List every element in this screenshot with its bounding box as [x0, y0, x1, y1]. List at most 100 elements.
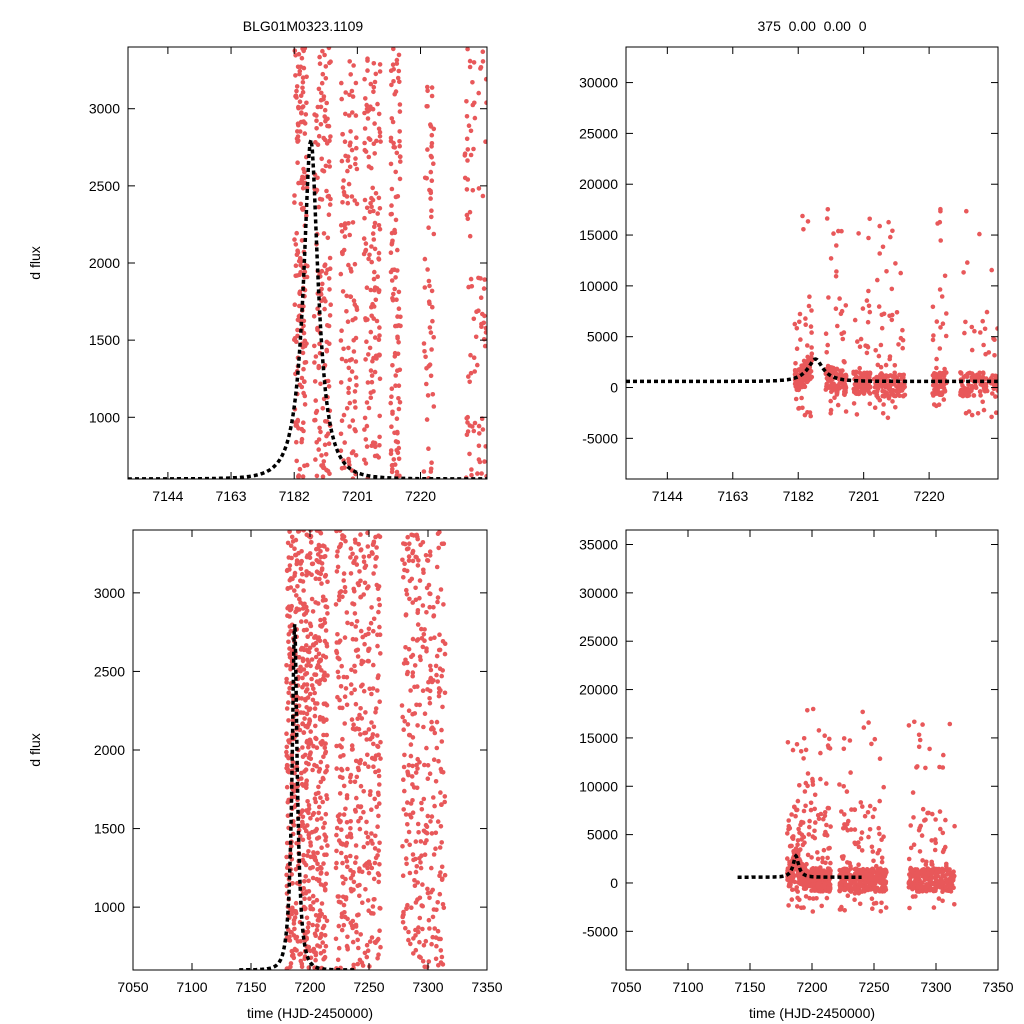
data-point — [301, 627, 307, 633]
data-point — [877, 831, 882, 837]
data-point — [422, 638, 427, 643]
data-point — [364, 444, 370, 449]
data-point — [304, 554, 310, 560]
data-point — [371, 616, 377, 622]
data-point — [284, 679, 289, 685]
data-point — [303, 112, 309, 117]
data-point — [351, 722, 356, 727]
data-point — [346, 456, 351, 462]
data-point — [326, 441, 332, 447]
data-point — [465, 429, 471, 434]
data-point — [428, 636, 434, 641]
data-point — [819, 903, 824, 909]
data-point — [881, 834, 886, 839]
model-curve — [128, 139, 487, 479]
data-point — [982, 387, 987, 393]
data-point — [378, 756, 383, 761]
data-point — [433, 830, 439, 836]
data-point — [929, 867, 935, 872]
data-point — [338, 448, 344, 454]
data-point — [316, 133, 322, 139]
data-point — [803, 780, 809, 786]
data-point — [299, 55, 305, 61]
data-point — [312, 706, 318, 711]
data-point — [301, 588, 306, 593]
data-point — [369, 755, 375, 761]
data-point — [295, 417, 301, 423]
data-point — [348, 772, 354, 778]
data-point — [434, 745, 440, 751]
data-point — [304, 185, 310, 190]
data-point — [302, 716, 307, 721]
data-point — [338, 338, 344, 343]
data-point — [373, 753, 379, 758]
data-point — [340, 894, 346, 900]
data-point — [971, 393, 976, 398]
data-point — [319, 866, 324, 871]
data-point — [315, 923, 320, 929]
data-point — [894, 310, 900, 315]
data-point — [321, 776, 326, 782]
data-point — [391, 47, 396, 52]
data-points — [785, 706, 957, 914]
data-point — [394, 416, 400, 422]
data-point — [315, 861, 320, 867]
data-point — [802, 886, 808, 891]
data-point — [897, 372, 902, 378]
data-point — [322, 114, 328, 119]
data-point — [320, 48, 325, 54]
data-point — [793, 867, 799, 872]
data-point — [853, 374, 859, 379]
data-point — [978, 330, 983, 335]
data-point — [875, 850, 880, 856]
data-point — [851, 369, 856, 375]
data-point — [480, 59, 486, 64]
data-point — [396, 383, 402, 389]
data-point — [428, 169, 434, 175]
data-point — [321, 861, 326, 866]
data-point — [429, 288, 435, 294]
data-point — [793, 887, 799, 892]
data-point — [363, 96, 368, 101]
data-point — [308, 663, 313, 669]
data-point — [366, 352, 371, 357]
data-point — [357, 826, 363, 832]
data-point — [869, 844, 875, 850]
data-point — [883, 373, 889, 378]
data-point — [876, 825, 881, 831]
data-point — [874, 863, 879, 869]
data-point — [293, 936, 299, 941]
data-point — [799, 819, 804, 825]
data-point — [826, 368, 831, 374]
data-point — [348, 294, 353, 299]
data-point — [323, 64, 329, 69]
data-point — [431, 852, 437, 857]
x-tick-label: 7050 — [117, 979, 148, 995]
data-point — [353, 80, 359, 86]
data-point — [372, 453, 378, 459]
data-point — [802, 789, 808, 794]
data-point — [993, 410, 998, 415]
data-point — [366, 764, 371, 769]
data-point — [314, 836, 320, 841]
data-point — [374, 318, 380, 324]
data-point — [377, 333, 382, 338]
data-point — [923, 765, 928, 771]
data-point — [368, 201, 373, 206]
data-point — [481, 320, 487, 326]
data-point — [334, 650, 340, 656]
data-point — [963, 391, 969, 396]
data-point — [881, 888, 887, 894]
data-point — [364, 106, 370, 112]
data-point — [807, 895, 812, 901]
panel-bottom-left: d flux time (HJD-2450000) 7050 7100 7150 72… — [27, 529, 503, 1021]
data-point — [313, 913, 319, 918]
data-point — [301, 667, 307, 672]
data-point — [407, 870, 413, 876]
data-point — [347, 358, 353, 363]
data-point — [842, 386, 847, 392]
data-point — [436, 647, 442, 653]
data-point — [350, 918, 356, 924]
data-point — [389, 386, 395, 392]
data-point — [420, 603, 426, 608]
